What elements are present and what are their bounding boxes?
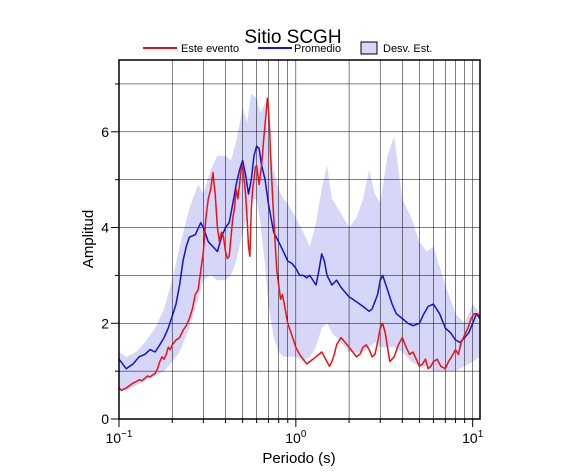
series-este-evento bbox=[118, 97, 481, 392]
std-band-layer bbox=[119, 93, 480, 391]
y-tick-label: 6 bbox=[101, 124, 109, 140]
x-tick-label: 100 bbox=[285, 429, 307, 446]
series-promedio bbox=[118, 145, 481, 370]
chart-title: Sitio SCGH bbox=[244, 27, 341, 48]
y-tick-label: 4 bbox=[101, 220, 109, 236]
tick-labels-layer: 0 2 4 6 10−1 100 101 bbox=[101, 124, 483, 446]
legend-box-2 bbox=[360, 41, 378, 55]
legend-label: Desv. Est. bbox=[383, 43, 432, 55]
x-axis-label: Periodo (s) bbox=[262, 450, 335, 467]
plot-frame bbox=[118, 59, 481, 420]
axes-layer bbox=[111, 59, 481, 427]
x-tick-label: 10−1 bbox=[106, 429, 133, 446]
y-tick-label: 2 bbox=[101, 315, 109, 331]
series-layer bbox=[118, 97, 481, 392]
legend-label: Promedio bbox=[294, 43, 341, 55]
y-tick-label: 0 bbox=[101, 411, 109, 427]
std-band bbox=[119, 93, 480, 391]
legend: Este evento Promedio Desv. Est. bbox=[143, 41, 432, 55]
y-axis-label: Amplitud bbox=[80, 210, 97, 268]
legend-label: Este evento bbox=[181, 43, 239, 55]
x-tick-label: 101 bbox=[462, 429, 484, 446]
